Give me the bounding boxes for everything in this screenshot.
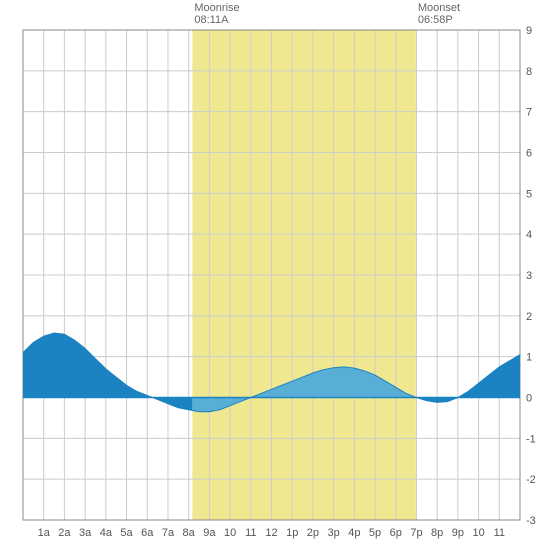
svg-text:8a: 8a xyxy=(183,527,196,539)
moonrise-label: Moonrise xyxy=(194,2,239,14)
chart-svg: -3-2-101234567891a2a3a4a5a6a7a8a9a101112… xyxy=(0,0,550,550)
svg-text:9: 9 xyxy=(526,25,532,37)
svg-text:4a: 4a xyxy=(100,527,113,539)
moonrise-block: Moonrise 08:11A xyxy=(194,2,239,26)
svg-text:1a: 1a xyxy=(38,527,51,539)
svg-text:11: 11 xyxy=(494,527,505,539)
svg-text:8p: 8p xyxy=(431,527,443,539)
svg-text:7a: 7a xyxy=(162,527,175,539)
svg-text:3: 3 xyxy=(526,270,532,282)
svg-text:8: 8 xyxy=(526,66,532,78)
svg-text:3p: 3p xyxy=(328,527,340,539)
svg-text:10: 10 xyxy=(472,527,484,539)
svg-text:2: 2 xyxy=(526,311,532,323)
moonset-block: Moonset 06:58P xyxy=(418,2,460,26)
svg-text:0: 0 xyxy=(526,393,532,405)
svg-text:2p: 2p xyxy=(307,527,319,539)
svg-text:1: 1 xyxy=(526,352,532,364)
svg-text:1p: 1p xyxy=(286,527,298,539)
moonset-time: 06:58P xyxy=(418,14,460,26)
svg-text:6: 6 xyxy=(526,148,532,160)
moonset-label: Moonset xyxy=(418,2,460,14)
svg-text:-1: -1 xyxy=(526,433,536,445)
svg-text:9p: 9p xyxy=(452,527,464,539)
svg-text:4: 4 xyxy=(526,229,532,241)
svg-text:7: 7 xyxy=(526,107,532,119)
svg-text:11: 11 xyxy=(245,527,256,539)
svg-text:3a: 3a xyxy=(79,527,92,539)
svg-text:4p: 4p xyxy=(348,527,360,539)
tide-chart: -3-2-101234567891a2a3a4a5a6a7a8a9a101112… xyxy=(0,0,550,550)
svg-text:2a: 2a xyxy=(58,527,71,539)
moonrise-time: 08:11A xyxy=(194,14,239,26)
svg-text:6p: 6p xyxy=(390,527,402,539)
svg-text:10: 10 xyxy=(224,527,236,539)
svg-text:5: 5 xyxy=(526,188,532,200)
svg-text:5p: 5p xyxy=(369,527,381,539)
svg-text:9a: 9a xyxy=(203,527,216,539)
svg-text:12: 12 xyxy=(265,527,277,539)
svg-text:5a: 5a xyxy=(120,527,133,539)
svg-text:7p: 7p xyxy=(410,527,422,539)
svg-text:-3: -3 xyxy=(526,515,536,527)
svg-text:-2: -2 xyxy=(526,474,536,486)
svg-text:6a: 6a xyxy=(141,527,154,539)
